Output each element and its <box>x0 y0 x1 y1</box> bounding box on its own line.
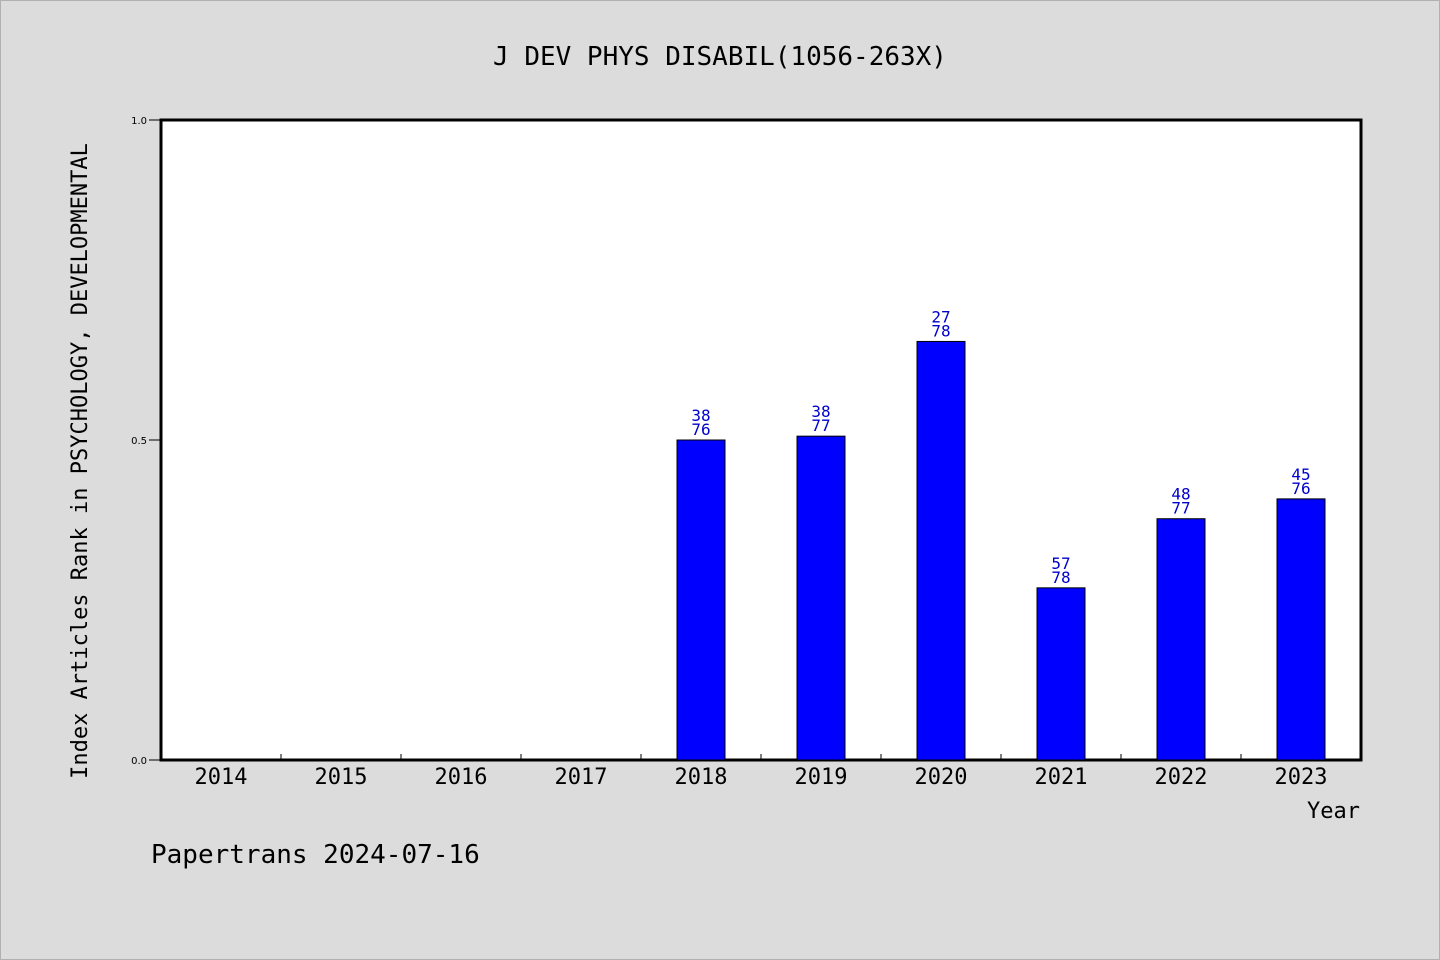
x-tick-label: 2015 <box>315 765 368 790</box>
chart-title: J DEV PHYS DISABIL(1056-263X) <box>493 42 947 72</box>
x-tick-label: 2023 <box>1275 765 1328 790</box>
bar-2020 <box>916 340 966 761</box>
x-tick-label: 2022 <box>1155 765 1208 790</box>
bars-group <box>676 340 1326 761</box>
bar-2022 <box>1156 518 1206 761</box>
bar-total-label: 77 <box>1171 499 1190 518</box>
x-tick-label: 2021 <box>1035 765 1088 790</box>
y-axis-label: Index Articles Rank in PSYCHOLOGY, DEVEL… <box>68 143 93 779</box>
y-axis-ticks: 0.0 0.5 1.0 <box>131 116 161 767</box>
y-tick-label: 0.5 <box>131 436 147 447</box>
bar-rank-label: 27 <box>931 307 950 326</box>
bar-2021 <box>1036 587 1086 761</box>
bar-total-label: 78 <box>1051 568 1070 587</box>
x-axis-label: Year <box>1307 799 1360 824</box>
x-tick-label: 2016 <box>435 765 488 790</box>
x-axis-ticks: 2014 2015 2016 2017 2018 2019 2020 2021 2022 2023 <box>195 754 1328 790</box>
bar-rank-label: 48 <box>1171 485 1190 504</box>
bar-rank-label: 38 <box>691 406 710 425</box>
x-tick-label: 2014 <box>195 765 248 790</box>
bar-rank-label: 57 <box>1051 554 1070 573</box>
x-tick-label: 2017 <box>555 765 608 790</box>
y-tick-label: 1.0 <box>131 116 147 127</box>
bar-total-label: 76 <box>1291 479 1310 498</box>
bar-2019 <box>796 435 846 761</box>
bar-2023 <box>1276 498 1326 761</box>
x-tick-label: 2018 <box>675 765 728 790</box>
bar-2018 <box>676 439 726 761</box>
x-tick-label: 2019 <box>795 765 848 790</box>
bar-total-label: 77 <box>811 416 830 435</box>
bar-total-label: 78 <box>931 321 950 340</box>
bar-rank-label: 38 <box>811 402 830 421</box>
y-tick-label: 0.0 <box>131 756 147 767</box>
bar-total-label: 76 <box>691 420 710 439</box>
x-tick-label: 2020 <box>915 765 968 790</box>
footer-watermark: Papertrans 2024-07-16 <box>151 840 480 870</box>
bar-rank-label: 45 <box>1291 465 1310 484</box>
